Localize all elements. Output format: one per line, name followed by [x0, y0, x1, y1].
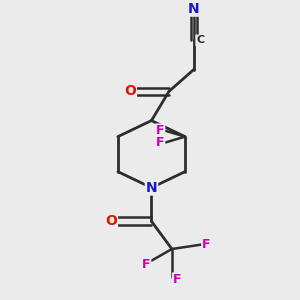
- Text: O: O: [105, 214, 117, 228]
- Text: F: F: [156, 136, 164, 149]
- Text: F: F: [156, 124, 164, 137]
- Text: F: F: [202, 238, 211, 251]
- Text: N: N: [146, 181, 157, 195]
- Text: O: O: [124, 84, 136, 98]
- Text: N: N: [188, 2, 200, 16]
- Text: F: F: [142, 258, 151, 271]
- Text: C: C: [196, 35, 204, 45]
- Text: F: F: [173, 273, 182, 286]
